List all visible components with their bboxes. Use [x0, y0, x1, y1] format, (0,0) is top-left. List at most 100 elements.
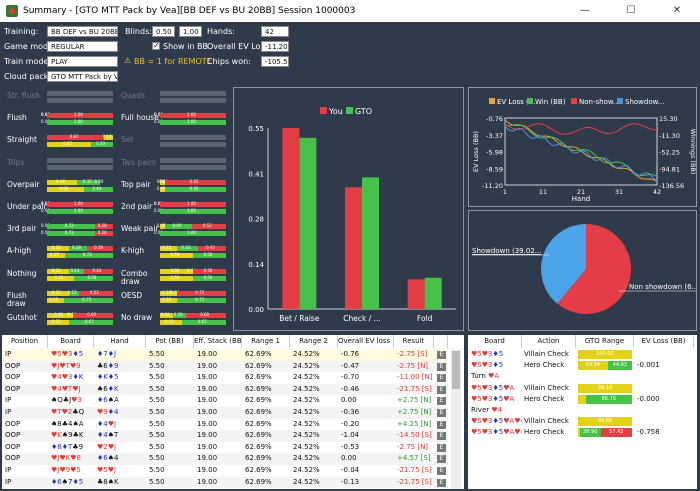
table-cell: 0.00: [341, 396, 357, 405]
row-detail-button[interactable]: E: [437, 478, 446, 487]
minimize-button[interactable]: —: [580, 5, 590, 16]
category-bar-value: 0.00: [94, 178, 104, 184]
column-header[interactable]: Eff. Stack (BB): [194, 335, 242, 348]
show-in-bb-checkbox[interactable]: [152, 41, 160, 50]
pie-label-non-showdown: Non showdown (6...: [629, 283, 696, 291]
table-cell: 19.00: [197, 350, 218, 358]
category-bar-segment: [191, 224, 226, 230]
table-row[interactable]: IP ♠Q♣J♥3 ♦6♠A 5.50 19.00 62.69% 24.52% 0.00 +2.…: [2, 395, 448, 407]
table-row[interactable]: IP ♥T♥2♣Q ♥9♦4 5.50 19.00 62.69% 24.52% -0.36 +2…: [2, 407, 448, 419]
maximize-button[interactable]: ☐: [626, 5, 636, 16]
category-bar-value: 0.50: [170, 252, 180, 258]
row-detail-button[interactable]: E: [437, 409, 446, 417]
hand-category-label: Combo draw: [121, 268, 148, 286]
table-row[interactable]: OOP ♥J♥K♥8 ♦6♠4 5.50 19.00 62.69% 24.52% 0.00 +4…: [2, 453, 448, 465]
category-bar-segment: [176, 290, 226, 296]
column-header[interactable]: Board: [468, 335, 522, 348]
hand-category-bars: [47, 157, 113, 172]
action-row[interactable]: Turn ♥A: [468, 371, 697, 383]
category-bar-value: 1.00: [74, 208, 83, 213]
category-bar-value: 0.00: [41, 223, 50, 229]
bar-you-2: [407, 279, 425, 309]
row-detail-button[interactable]: E: [437, 362, 446, 371]
y2-tick-label: -94.81: [659, 165, 680, 173]
row-detail-button[interactable]: E: [437, 420, 446, 429]
game-mode-field[interactable]: REGULAR: [47, 41, 118, 52]
table-cell: ♥2♥J: [97, 442, 117, 451]
table-cell: 5.50: [149, 408, 165, 416]
column-header[interactable]: Result: [394, 335, 434, 348]
y2-tick-label: 15.30: [659, 115, 678, 123]
blind-small-field[interactable]: 0.50: [152, 26, 175, 37]
table-row[interactable]: OOP ♦8♦T♣9 ♥2♥J 5.50 19.00 62.69% 24.52% -0.53 -…: [2, 441, 448, 454]
table-row[interactable]: OOP ♥4♥T♥J ♠6♦K 5.50 19.00 62.69% 24.52% -0.46 -…: [2, 383, 448, 396]
row-detail-button[interactable]: E: [437, 385, 446, 394]
action-row[interactable]: ♥5♥3♦5 Villain Check 100.00: [468, 349, 697, 361]
table-cell: +2.75 [N]: [397, 408, 432, 416]
train-mode-field[interactable]: PLAY: [47, 56, 118, 67]
column-header[interactable]: Hand: [94, 335, 146, 348]
legend-you-label: You: [328, 107, 343, 116]
column-header[interactable]: Board: [48, 335, 94, 348]
column-header[interactable]: GTO Range: [576, 335, 634, 348]
column-header[interactable]: EV Loss (BB): [634, 335, 694, 348]
category-bar-segment: [83, 268, 113, 274]
hand-category-label: A-high: [7, 246, 32, 256]
table-row[interactable]: OOP ♠8♣4♠A ♦4♥J 5.50 19.00 62.69% 24.52% -0.20 +…: [2, 418, 448, 431]
column-header[interactable]: Pot (BB): [146, 335, 194, 348]
action-row[interactable]: River ♥4: [468, 405, 697, 417]
close-button[interactable]: ✕: [672, 5, 682, 16]
table-cell: 5.50: [149, 396, 165, 405]
row-detail-button[interactable]: E: [437, 443, 446, 452]
vertical-scrollbar[interactable]: [451, 349, 461, 489]
hand-category-label: Overpair: [7, 179, 40, 189]
y2-axis-label: Winnings (BB): [689, 129, 696, 175]
table-row[interactable]: IP ♦6♠7♦5 ♣8♠K 5.50 19.00 62.69% 24.52% -0.13 -2…: [2, 476, 448, 489]
category-bar-segment: [47, 253, 65, 259]
table-row[interactable]: OOP ♥J♥T♥9 ♣6♦9 5.50 19.00 62.69% 24.52% -0.47 -…: [2, 360, 448, 373]
row-detail-button[interactable]: E: [437, 432, 446, 441]
blind-big-field[interactable]: 1.00: [179, 26, 202, 37]
scrollbar-thumb[interactable]: [452, 351, 460, 389]
row-detail-button[interactable]: E: [437, 455, 446, 464]
hand-category-label: Set: [121, 135, 134, 145]
category-bar-value: 0.25: [162, 289, 172, 295]
table-cell: OOP: [5, 373, 21, 382]
hands-field[interactable]: 42: [261, 26, 289, 37]
column-header[interactable]: Position: [2, 335, 48, 348]
action-row[interactable]: ♥5♥3♦5 Hero Check 54.94 44.93 -0.001: [468, 360, 697, 372]
action-row[interactable]: ♥5♥3♦5♥A Villain Check 99.18: [468, 382, 697, 395]
table-row[interactable]: IP ♥J♥9♥5 ♥5♥J 5.50 19.00 62.69% 24.52% -0.04 -2…: [2, 465, 448, 477]
category-bar-segment: [160, 313, 174, 318]
table-row[interactable]: OOP ♥K♠9♣K ♦4♠T 5.50 19.00 62.69% 24.52% -1.04 -…: [2, 430, 448, 442]
category-bar-value: 0.25: [49, 296, 59, 302]
row-detail-button[interactable]: E: [437, 351, 446, 359]
gto-range-bar-segment: 99.18: [578, 383, 632, 393]
row-detail-button[interactable]: E: [437, 467, 446, 475]
table-row[interactable]: OOP ♥4♥3♦K ♦K♦5 5.50 19.00 62.69% 24.52% -0.70 -…: [2, 372, 448, 384]
line-legend-swatch: [571, 98, 577, 104]
column-header[interactable]: Overall EV loss (...: [338, 335, 394, 348]
table-cell: 24.52%: [293, 431, 320, 440]
column-header[interactable]: Action: [522, 335, 576, 348]
row-detail-button[interactable]: E: [437, 397, 446, 406]
category-bar-value: 0.33: [181, 245, 191, 251]
table-row[interactable]: IP ♥5♥3♦5 ♦7♦J 5.50 19.00 62.69% 24.52% -0.76 -2…: [2, 349, 448, 361]
table-cell: 19.00: [197, 477, 218, 486]
category-bar-empty-top: [160, 135, 226, 141]
column-header[interactable]: Range 2: [290, 335, 338, 348]
action-row[interactable]: ♥5♥3♦5♥A Hero Check 86.70 -0.000: [468, 393, 697, 406]
gto-range-bar-segment: 38.90: [579, 428, 601, 438]
row-detail-button[interactable]: E: [437, 374, 446, 383]
column-header[interactable]: Range 1: [242, 335, 290, 348]
table-cell: 19.00: [197, 384, 218, 393]
cloud-pack-field[interactable]: GTO MTT Pack by Vea: [47, 71, 118, 82]
category-bar-value: 0.46: [56, 178, 66, 184]
table-cell: ♣8♠K: [97, 477, 119, 486]
action-row[interactable]: ♥5♥3♦5♥A♥4Villain Check 99.86: [468, 416, 697, 428]
category-bar-value: 0.73: [82, 252, 92, 258]
category-bar-value: 0.00: [67, 312, 77, 317]
training-field[interactable]: BB DEF vs BU 20BB: [47, 26, 118, 37]
hand-category-label: Top pair: [121, 179, 151, 189]
